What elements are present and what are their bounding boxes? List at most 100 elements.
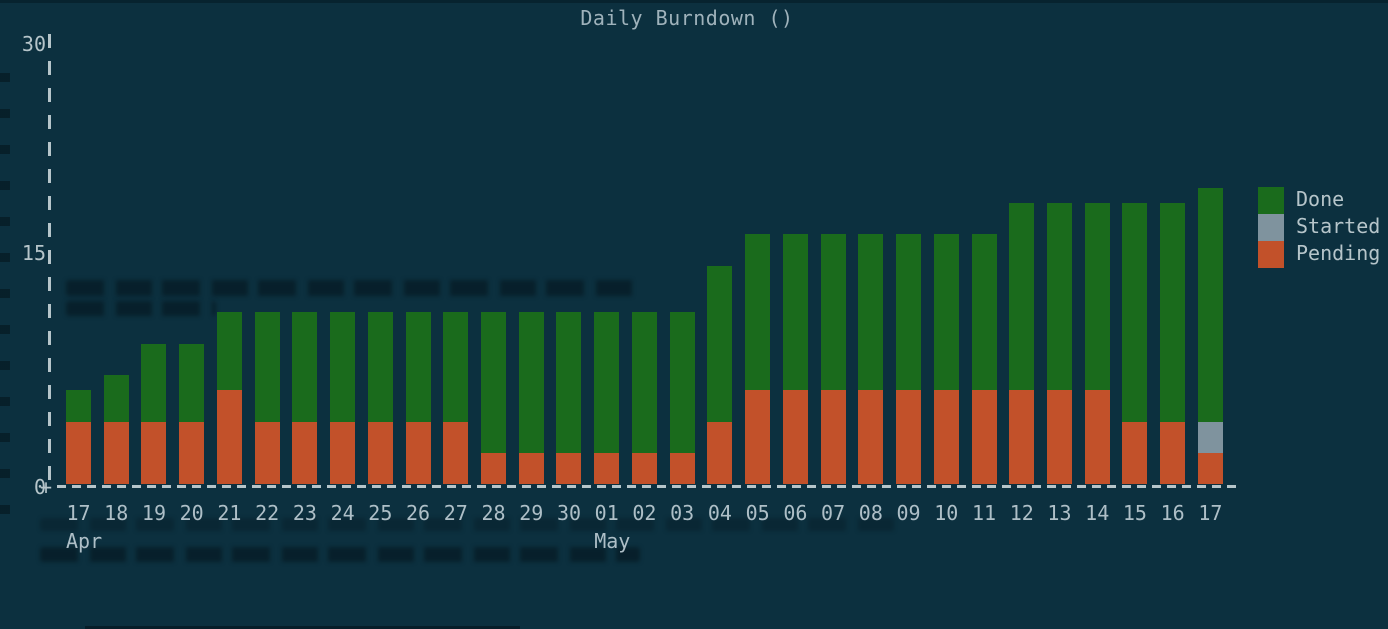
x-tick-label: 23 [292, 501, 317, 525]
x-tick-label: 25 [368, 501, 393, 525]
bar-apr-20 [179, 343, 205, 484]
x-tick-label: 15 [1122, 501, 1147, 525]
x-tick-label: 19 [141, 501, 166, 525]
segment-done [858, 234, 884, 391]
legend-swatch-column [1258, 187, 1284, 268]
bar-may-08 [858, 234, 884, 484]
segment-pending [745, 390, 771, 484]
x-axis-line [57, 485, 1237, 488]
segment-done [1046, 203, 1072, 391]
y-tick-30: 30 [21, 32, 46, 56]
segment-done [782, 234, 808, 391]
bar-apr-29 [518, 312, 544, 484]
x-tick-label: 21 [217, 501, 242, 525]
segment-done [745, 234, 771, 391]
segment-pending [933, 390, 959, 484]
x-tick-label: 30 [556, 501, 582, 525]
x-tick-label: 20 [179, 501, 204, 525]
segment-pending [971, 390, 997, 484]
ghost-text-artifact [40, 518, 900, 531]
segment-done [1084, 203, 1110, 391]
bar-may-06 [782, 234, 808, 484]
bar-may-11 [971, 234, 997, 484]
segment-pending [594, 452, 620, 484]
bar-may-02 [631, 312, 657, 484]
x-tick-label: 05 [745, 501, 770, 525]
x-tick-label: 03 [670, 501, 695, 525]
segment-pending [330, 421, 356, 484]
segment-done [1160, 203, 1186, 422]
segment-done [933, 234, 959, 391]
segment-done [179, 343, 205, 422]
bar-may-05 [745, 234, 771, 484]
stats-block: Net Fix Rate:0.1/d Estimated completion:… [44, 580, 511, 629]
segment-done [594, 312, 620, 453]
segment-done [631, 312, 657, 453]
bar-may-13 [1046, 203, 1072, 484]
x-tick-label: 16 [1160, 501, 1185, 525]
bar-may-09 [896, 234, 922, 484]
legend-label-pending: Pending [1296, 241, 1381, 265]
x-tick-label: 10 [934, 501, 959, 525]
segment-pending [367, 421, 393, 484]
segment-done [443, 312, 469, 422]
y-axis-line [48, 34, 51, 486]
segment-done [481, 312, 507, 453]
segment-pending [858, 390, 884, 484]
bar-apr-21 [216, 312, 242, 484]
segment-done [330, 312, 356, 422]
x-tick-label: 02 [632, 501, 657, 525]
x-tick-label: 09 [896, 501, 921, 525]
axis-origin-glyph: + [40, 475, 53, 499]
segment-pending [292, 421, 318, 484]
segment-pending [481, 452, 507, 484]
bar-may-14 [1084, 203, 1110, 484]
bar-may-10 [933, 234, 959, 484]
x-tick-label: 22 [255, 501, 280, 525]
segment-done [405, 312, 431, 422]
bar-apr-22 [254, 312, 280, 484]
segment-done [1122, 203, 1148, 422]
bar-may-01 [594, 312, 620, 484]
segment-pending [896, 390, 922, 484]
x-tick-label: 24 [330, 501, 355, 525]
segment-done [66, 390, 91, 422]
segment-done [669, 312, 695, 453]
x-tick-label: 29 [519, 501, 544, 525]
x-tick-label: 07 [821, 501, 846, 525]
month-label-may: May [594, 529, 631, 553]
x-tick-label: 12 [1009, 501, 1034, 525]
bar-apr-23 [292, 312, 318, 484]
bar-may-07 [820, 234, 846, 484]
bar-apr-28 [481, 312, 507, 484]
segment-done [971, 234, 997, 391]
segment-pending [820, 390, 846, 484]
segment-pending [1046, 390, 1072, 484]
segment-pending [1084, 390, 1110, 484]
left-edge-artifact [0, 46, 10, 526]
ghost-text-artifact [66, 301, 216, 316]
ghost-text-artifact [66, 280, 641, 296]
segment-done [896, 234, 922, 391]
segment-pending [254, 421, 280, 484]
segment-done [1009, 203, 1035, 391]
y-tick-15: 15 [21, 241, 46, 265]
y-tick-0: 0 [33, 475, 46, 499]
bar-may-15 [1122, 203, 1148, 484]
x-tick-label: 28 [481, 501, 506, 525]
segment-done [367, 312, 393, 422]
legend-swatch-started [1258, 214, 1284, 241]
segment-pending [1122, 421, 1148, 484]
legend-label-done: Done [1296, 187, 1345, 211]
segment-done [103, 374, 129, 422]
x-tick-label: 13 [1047, 501, 1072, 525]
segment-pending [1197, 452, 1223, 484]
x-tick-label: 08 [858, 501, 883, 525]
bar-apr-18 [103, 374, 129, 484]
bar-apr-26 [405, 312, 431, 484]
segment-pending [707, 421, 733, 484]
segment-pending [556, 452, 582, 484]
segment-pending [443, 421, 469, 484]
segment-done [292, 312, 318, 422]
